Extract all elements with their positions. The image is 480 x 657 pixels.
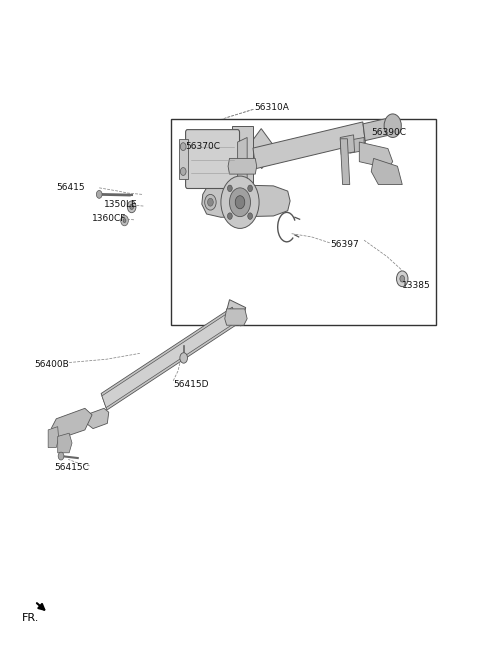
Text: FR.: FR. — [22, 613, 39, 623]
Circle shape — [207, 198, 213, 206]
Polygon shape — [179, 139, 188, 179]
Polygon shape — [247, 129, 276, 169]
FancyBboxPatch shape — [186, 129, 240, 189]
Polygon shape — [225, 300, 246, 326]
Polygon shape — [86, 408, 109, 428]
Polygon shape — [51, 408, 92, 440]
Polygon shape — [228, 158, 257, 174]
Polygon shape — [102, 309, 237, 408]
Polygon shape — [350, 137, 364, 153]
Polygon shape — [225, 309, 247, 325]
Circle shape — [235, 196, 245, 209]
Text: 56370C: 56370C — [185, 142, 220, 151]
Text: 56415: 56415 — [56, 183, 85, 193]
Circle shape — [400, 275, 405, 282]
Bar — [171, 119, 436, 325]
Text: 1350LE: 1350LE — [104, 200, 138, 209]
Circle shape — [228, 213, 232, 219]
Polygon shape — [371, 158, 402, 185]
Circle shape — [248, 185, 252, 192]
Circle shape — [248, 213, 252, 219]
Polygon shape — [340, 139, 350, 185]
Circle shape — [396, 271, 408, 286]
Polygon shape — [360, 142, 393, 168]
Polygon shape — [238, 137, 247, 181]
Text: 56390C: 56390C — [371, 127, 406, 137]
Circle shape — [123, 219, 126, 223]
Circle shape — [228, 185, 232, 192]
Circle shape — [127, 201, 136, 213]
Polygon shape — [101, 307, 238, 410]
Circle shape — [229, 188, 251, 217]
Text: 56415C: 56415C — [54, 463, 89, 472]
Text: 56415D: 56415D — [173, 380, 209, 388]
Polygon shape — [340, 135, 355, 154]
Polygon shape — [202, 185, 290, 217]
Polygon shape — [363, 118, 394, 141]
Text: 56400B: 56400B — [34, 360, 69, 369]
Circle shape — [180, 168, 186, 175]
Circle shape — [204, 194, 216, 210]
Polygon shape — [232, 125, 253, 185]
Circle shape — [384, 114, 401, 137]
Circle shape — [58, 452, 64, 460]
Circle shape — [221, 176, 259, 229]
Polygon shape — [58, 433, 72, 453]
Circle shape — [120, 215, 128, 226]
Text: 13385: 13385 — [402, 281, 431, 290]
Text: 56310A: 56310A — [254, 103, 289, 112]
Circle shape — [96, 191, 102, 198]
Text: 1360CF: 1360CF — [92, 214, 126, 223]
Circle shape — [130, 204, 133, 210]
Text: 56397: 56397 — [331, 240, 360, 249]
Polygon shape — [48, 426, 59, 447]
Circle shape — [180, 143, 186, 150]
Circle shape — [180, 353, 188, 363]
Polygon shape — [253, 122, 365, 169]
